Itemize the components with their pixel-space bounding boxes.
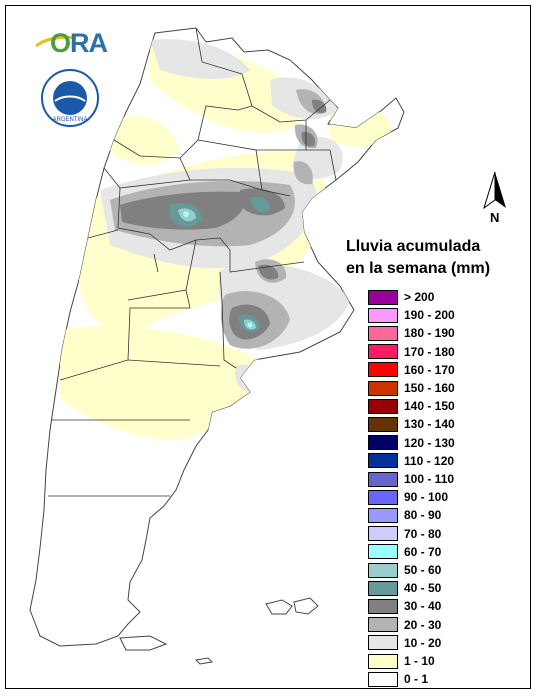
legend-label: 40 - 50	[404, 581, 442, 596]
legend-item: 1 - 10	[368, 652, 435, 670]
legend-label: 30 - 40	[404, 599, 442, 614]
province-boundaries	[48, 27, 337, 497]
rainfall-shading	[60, 39, 392, 440]
legend-swatch	[368, 416, 398, 432]
legend-title: Lluvia acumulada en la semana (mm)	[346, 236, 490, 280]
seal-icon: ARGENTINA	[41, 69, 99, 127]
legend-label: 70 - 80	[404, 526, 442, 541]
legend-label: 120 - 130	[404, 435, 455, 450]
legend-item: 30 - 40	[368, 597, 441, 615]
legend-item: 160 - 170	[368, 361, 455, 379]
legend-swatch	[368, 380, 398, 396]
legend-item: 140 - 150	[368, 397, 455, 415]
legend-title-line2: en la semana (mm)	[346, 260, 491, 277]
legend-label: 130 - 140	[404, 417, 455, 432]
legend-label: 100 - 110	[404, 472, 455, 486]
legend-swatch	[368, 362, 398, 378]
legend-item: 0 - 1	[368, 670, 428, 688]
legend-swatch	[368, 289, 398, 305]
legend-label: 10 - 20	[404, 635, 442, 650]
legend-label: 170 - 180	[404, 344, 455, 359]
legend-label: 150 - 160	[404, 381, 455, 395]
legend-label: 0 - 1	[404, 672, 429, 687]
legend-item: 50 - 60	[368, 561, 441, 579]
legend-item: 10 - 20	[368, 634, 441, 652]
legend-item: 80 - 90	[368, 506, 441, 524]
legend-label: 60 - 70	[404, 544, 442, 559]
legend-item: 100 - 110	[368, 470, 454, 488]
legend-swatch	[368, 344, 398, 360]
legend-label: 20 - 30	[404, 617, 442, 632]
legend-swatch	[368, 471, 398, 487]
legend-swatch	[368, 325, 398, 341]
legend-swatch	[368, 671, 398, 687]
legend-label: 110 - 120	[404, 453, 455, 468]
legend-swatch	[368, 453, 398, 469]
legend-item: 110 - 120	[368, 452, 454, 470]
legend-label: 160 - 170	[404, 362, 455, 377]
legend-label: 180 - 190	[404, 326, 455, 341]
legend-label: 190 - 200	[404, 308, 455, 323]
legend-swatch	[368, 580, 398, 596]
legend-label: 90 - 100	[404, 490, 449, 505]
legend-item: 180 - 190	[368, 324, 455, 342]
legend-item: > 200	[368, 288, 434, 306]
legend-item: 40 - 50	[368, 579, 441, 597]
legend-item: 120 - 130	[368, 434, 455, 452]
ora-logo-icon	[35, 35, 77, 48]
north-label: N	[490, 210, 500, 225]
legend-item: 190 - 200	[368, 306, 455, 324]
legend-item: 170 - 180	[368, 343, 455, 361]
legend-swatch	[368, 598, 398, 614]
tierra-del-fuego-tip	[119, 635, 168, 651]
legend-item: 20 - 30	[368, 616, 441, 634]
legend-label: 50 - 60	[404, 563, 442, 577]
legend-swatch	[368, 489, 398, 505]
legend-swatch	[368, 307, 398, 323]
legend-swatch	[368, 526, 398, 542]
legend-swatch	[368, 653, 398, 669]
north-arrow-icon	[483, 171, 506, 210]
isla-de-los-estados	[194, 657, 214, 665]
legend-item: 60 - 70	[368, 543, 441, 561]
legend-swatch	[368, 635, 398, 651]
legend-item: 130 - 140	[368, 415, 455, 433]
legend-swatch	[368, 435, 398, 451]
legend-swatch	[368, 398, 398, 414]
legend-item: 90 - 100	[368, 488, 448, 506]
malvinas-islands	[265, 597, 319, 615]
legend-title-line1: Lluvia acumulada	[346, 238, 481, 255]
legend-label: > 200	[404, 290, 435, 304]
legend-label: 140 - 150	[404, 399, 455, 414]
ora-logo-text: ORA	[50, 28, 108, 58]
legend-label: 1 - 10	[404, 654, 435, 668]
legend-label: 80 - 90	[404, 508, 442, 523]
legend-item: 70 - 80	[368, 525, 441, 543]
legend-swatch	[368, 617, 398, 633]
legend-swatch	[368, 507, 398, 523]
legend-swatch	[368, 562, 398, 578]
legend-item: 150 - 160	[368, 379, 455, 397]
svg-text:ARGENTINA: ARGENTINA	[52, 117, 87, 123]
legend-swatch	[368, 544, 398, 560]
